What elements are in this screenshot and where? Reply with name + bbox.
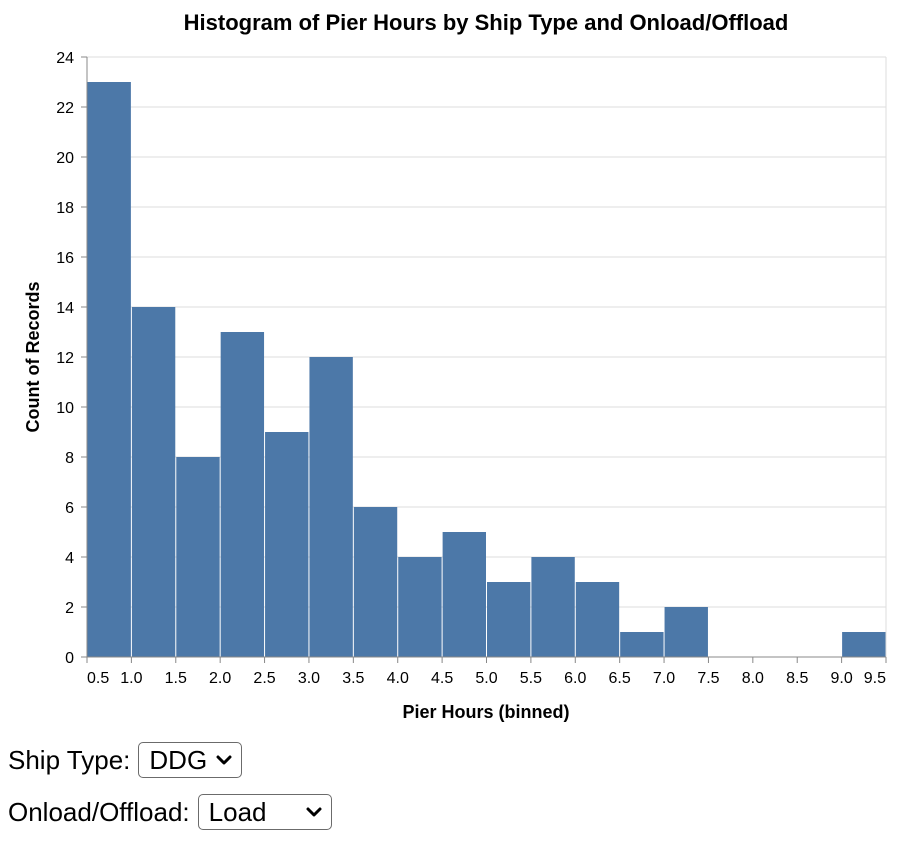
- x-tick-label: 1.0: [120, 670, 142, 687]
- histogram-bar[interactable]: [620, 632, 664, 657]
- x-tick-label: 3.5: [342, 670, 364, 687]
- x-tick-label: 4.0: [387, 670, 409, 687]
- x-tick-label: 1.5: [165, 670, 187, 687]
- chevron-down-icon: [216, 755, 232, 765]
- y-tick-label: 20: [56, 150, 74, 167]
- x-tick-label: 5.5: [520, 670, 542, 687]
- y-tick-label: 12: [56, 350, 74, 367]
- y-tick-label: 16: [56, 250, 74, 267]
- histogram-chart: Histogram of Pier Hours by Ship Type and…: [23, 10, 887, 722]
- histogram-bar[interactable]: [575, 582, 620, 657]
- histogram-bar[interactable]: [664, 607, 708, 657]
- y-tick-label: 8: [65, 450, 74, 467]
- y-tick-label: 2: [65, 600, 74, 617]
- onload-offload-control: Onload/Offload: Load: [8, 792, 332, 832]
- x-tick-label: 3.0: [298, 670, 320, 687]
- histogram-bar[interactable]: [265, 432, 309, 657]
- histogram-bar[interactable]: [220, 332, 265, 657]
- histogram-bar[interactable]: [309, 357, 353, 657]
- ship-type-label: Ship Type:: [8, 744, 131, 775]
- histogram-bar[interactable]: [131, 307, 176, 657]
- chart-title: Histogram of Pier Hours by Ship Type and…: [184, 10, 789, 35]
- bars: [87, 82, 886, 657]
- y-tick-label: 0: [65, 650, 74, 667]
- histogram-bar[interactable]: [353, 507, 398, 657]
- x-tick-label: 7.5: [697, 670, 719, 687]
- x-tick-label: 5.0: [475, 670, 497, 687]
- y-tick-label: 4: [65, 550, 74, 567]
- y-tick-label: 22: [56, 100, 74, 117]
- x-tick-label: 8.5: [786, 670, 808, 687]
- histogram-bar[interactable]: [487, 582, 531, 657]
- histogram-bar[interactable]: [842, 632, 886, 657]
- x-axis-title: Pier Hours (binned): [402, 702, 569, 722]
- x-tick-label: 9.5: [864, 670, 886, 687]
- ship-type-select[interactable]: DDG: [138, 742, 243, 778]
- x-tick-label: 8.0: [742, 670, 764, 687]
- ship-type-control: Ship Type: DDG: [8, 740, 332, 780]
- y-tick-label: 10: [56, 400, 74, 417]
- histogram-bar[interactable]: [176, 457, 220, 657]
- y-tick-label: 6: [65, 500, 74, 517]
- histogram-bar[interactable]: [531, 557, 575, 657]
- x-tick-label: 2.5: [253, 670, 275, 687]
- onload-offload-select[interactable]: Load: [197, 794, 332, 830]
- y-tick-label: 24: [56, 50, 74, 67]
- x-tick-label: 9.0: [830, 670, 852, 687]
- chevron-down-icon: [306, 807, 322, 817]
- onload-offload-label: Onload/Offload:: [8, 796, 190, 827]
- ship-type-value: DDG: [149, 744, 208, 775]
- filter-controls: Ship Type: DDG Onload/Offload: Load: [8, 740, 332, 844]
- y-axis-title: Count of Records: [23, 282, 43, 433]
- histogram-bar[interactable]: [87, 82, 131, 657]
- y-tick-label: 14: [56, 300, 74, 317]
- grid-lines: [87, 56, 887, 658]
- histogram-bar[interactable]: [442, 532, 486, 657]
- histogram-bar[interactable]: [398, 557, 442, 657]
- x-tick-label: 2.0: [209, 670, 231, 687]
- x-tick-label: 7.0: [653, 670, 675, 687]
- x-tick-label: 4.5: [431, 670, 453, 687]
- x-tick-label: 6.5: [609, 670, 631, 687]
- onload-offload-value: Load: [208, 796, 267, 827]
- y-tick-label: 18: [56, 200, 74, 217]
- x-tick-label: 6.0: [564, 670, 586, 687]
- x-tick-label: 0.5: [87, 670, 109, 687]
